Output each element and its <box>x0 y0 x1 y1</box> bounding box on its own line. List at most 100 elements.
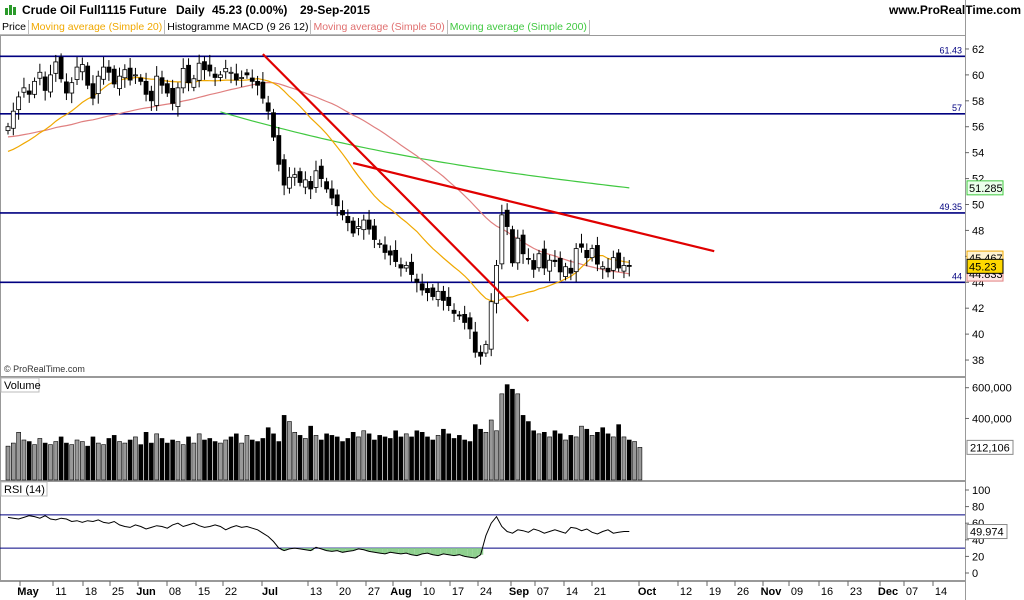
volume-bar <box>175 441 181 481</box>
volume-bar <box>372 439 377 481</box>
candle-body <box>239 77 245 79</box>
volume-bar <box>616 424 621 481</box>
candle-body <box>223 68 229 73</box>
volume-bar <box>451 438 457 481</box>
candle-body <box>74 66 80 80</box>
price-tick-label: 60 <box>972 70 984 82</box>
volume-bar <box>122 442 128 481</box>
candle-body <box>191 78 197 88</box>
candle-body <box>547 259 553 272</box>
candle-body <box>425 288 430 294</box>
candle-body <box>42 76 48 91</box>
x-tick-label: 25 <box>112 586 124 598</box>
candle-body <box>510 229 515 264</box>
candle-body <box>281 159 287 186</box>
candle-body <box>595 245 600 265</box>
candle-body <box>255 80 260 86</box>
candle-body <box>494 265 499 304</box>
price-tick-label: 38 <box>972 355 984 367</box>
candle-body <box>520 234 526 255</box>
volume-bar <box>499 393 505 481</box>
candle-body <box>244 72 250 76</box>
legend-item-3[interactable]: Moving average (Simple 50) <box>311 20 448 35</box>
volume-bar <box>85 445 90 481</box>
volume-bar <box>626 439 632 481</box>
x-tick-label: 22 <box>225 586 237 598</box>
candle-body <box>361 219 367 231</box>
volume-bar <box>579 425 584 481</box>
candle-body <box>21 87 27 93</box>
volume-bar <box>11 442 16 481</box>
x-tick-label: 15 <box>198 586 210 598</box>
volume-bar <box>382 436 388 481</box>
volume-bar <box>207 438 213 481</box>
candle-body <box>26 90 32 95</box>
legend-item-0[interactable]: Price <box>0 20 29 35</box>
volume-bar <box>37 438 43 481</box>
candle-body <box>462 314 468 323</box>
volume-bar <box>637 447 643 481</box>
level-label: 57 <box>952 103 962 113</box>
volume-bar <box>409 436 414 481</box>
volume-bar <box>510 388 515 481</box>
candle-body <box>271 112 276 138</box>
candles <box>5 53 632 365</box>
candle-body <box>127 67 133 81</box>
candle-body <box>531 260 537 270</box>
x-tick-label: 17 <box>452 586 464 598</box>
sma200-line <box>220 111 630 189</box>
candle-body <box>621 265 627 272</box>
volume-bar <box>430 439 436 481</box>
rsi-line <box>7 515 630 559</box>
x-tick-label: 10 <box>423 586 435 598</box>
volume-bar <box>542 432 547 481</box>
candle-body <box>478 351 483 357</box>
candle-body <box>584 249 590 259</box>
volume-bar <box>515 393 521 481</box>
candle-body <box>568 267 574 274</box>
price-tick-label: 62 <box>972 44 984 56</box>
candle-body <box>340 210 345 216</box>
sma20-line <box>7 76 630 303</box>
title-bar: Crude Oil Full1115 Future Daily 45.23 (0… <box>0 0 1024 20</box>
volume-bar <box>281 415 287 481</box>
site-label: www.ProRealTime.com <box>889 3 1022 17</box>
sma50-line <box>7 81 630 275</box>
x-tick-label: Aug <box>390 586 411 598</box>
x-tick-label: 19 <box>709 586 721 598</box>
candle-body <box>106 66 112 73</box>
x-tick-label: 11 <box>55 586 66 598</box>
volume-bar <box>526 421 531 481</box>
legend-item-2[interactable]: Histogramme MACD (9 26 12) <box>165 20 312 35</box>
candle-body <box>79 64 85 73</box>
volume-bar <box>350 432 356 481</box>
volume-bar <box>64 442 69 481</box>
x-tick-label: Jun <box>136 586 156 598</box>
legend-item-1[interactable]: Moving average (Simple 20) <box>28 20 166 35</box>
candle-body <box>616 252 622 269</box>
volume-bar <box>467 441 473 481</box>
price-tick-label: 54 <box>972 148 984 160</box>
volume-bar <box>48 444 53 481</box>
candle-body <box>228 71 234 74</box>
volume-bar <box>223 439 229 481</box>
legend-item-4[interactable]: Moving average (Simple 200) <box>447 20 590 35</box>
volume-bar <box>318 439 324 481</box>
x-tick-label: May <box>17 586 39 598</box>
volume-bar <box>106 438 112 481</box>
volume-bar <box>80 441 85 481</box>
volume-bar <box>632 441 637 481</box>
candle-body <box>536 253 542 269</box>
volume-bar <box>531 430 536 481</box>
candle-body <box>446 296 452 307</box>
rsi-panel-frame <box>0 481 966 581</box>
volume-bar <box>143 432 149 481</box>
x-tick-label: 07 <box>906 586 918 598</box>
volume-bar <box>504 384 510 481</box>
rsi-tick-label: 0 <box>972 568 978 580</box>
x-tick-label: 14 <box>935 586 947 598</box>
volume-bar <box>265 427 271 481</box>
volume-bar <box>334 436 340 481</box>
candle-body <box>95 75 101 94</box>
